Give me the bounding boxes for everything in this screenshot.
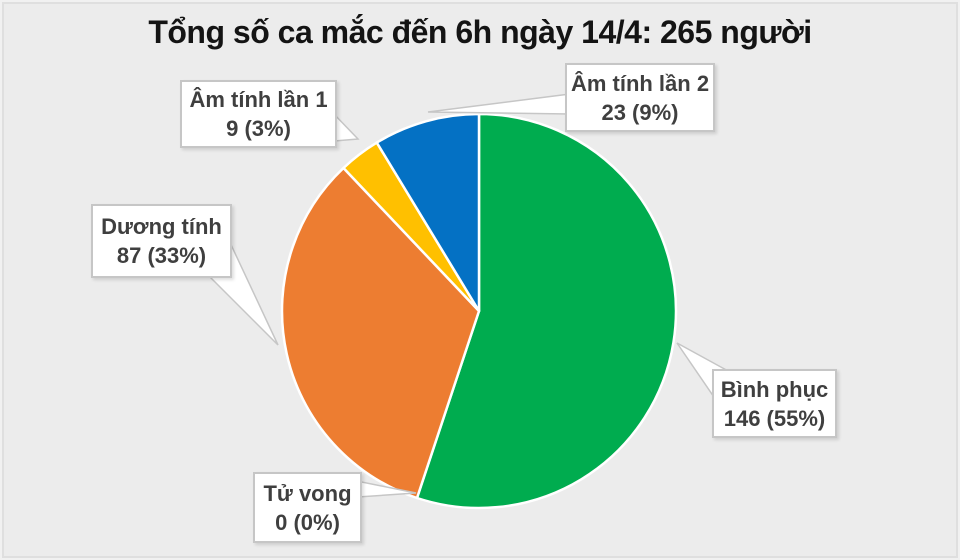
callout-am-tinh-lan-1: Âm tính lần 1 9 (3%): [180, 80, 337, 148]
slice-label: Dương tính: [101, 214, 222, 239]
chart-title: Tổng số ca mắc đến 6h ngày 14/4: 265 ngư…: [148, 14, 812, 50]
slice-label: Âm tính lần 1: [189, 87, 328, 112]
pie-slice-2: [280, 166, 481, 500]
callout-tu-vong: Tử vong 0 (0%): [253, 472, 362, 543]
slice-value: 146 (55%): [723, 405, 826, 431]
slice-value: 23 (9%): [601, 99, 679, 125]
pie-slice-4: [375, 112, 481, 313]
slice-label: Âm tính lần 2: [570, 70, 710, 96]
pie-slice-0: [415, 112, 678, 510]
slice-value: 0 (0%): [275, 509, 340, 535]
slice-label: Bình phục: [720, 376, 829, 402]
callout-tail-4: [427, 93, 571, 115]
slice-value: 9 (3%): [226, 116, 291, 141]
slice-value: 87 (33%): [116, 243, 207, 268]
callout-duong-tinh: Dương tính 87 (33%): [91, 204, 232, 278]
slice-label: Tử vong: [263, 480, 352, 506]
callout-am-tinh-lan-2: Âm tính lần 2 23 (9%): [565, 63, 715, 132]
callout-binh-phuc: Bình phục 146 (55%): [712, 369, 837, 438]
